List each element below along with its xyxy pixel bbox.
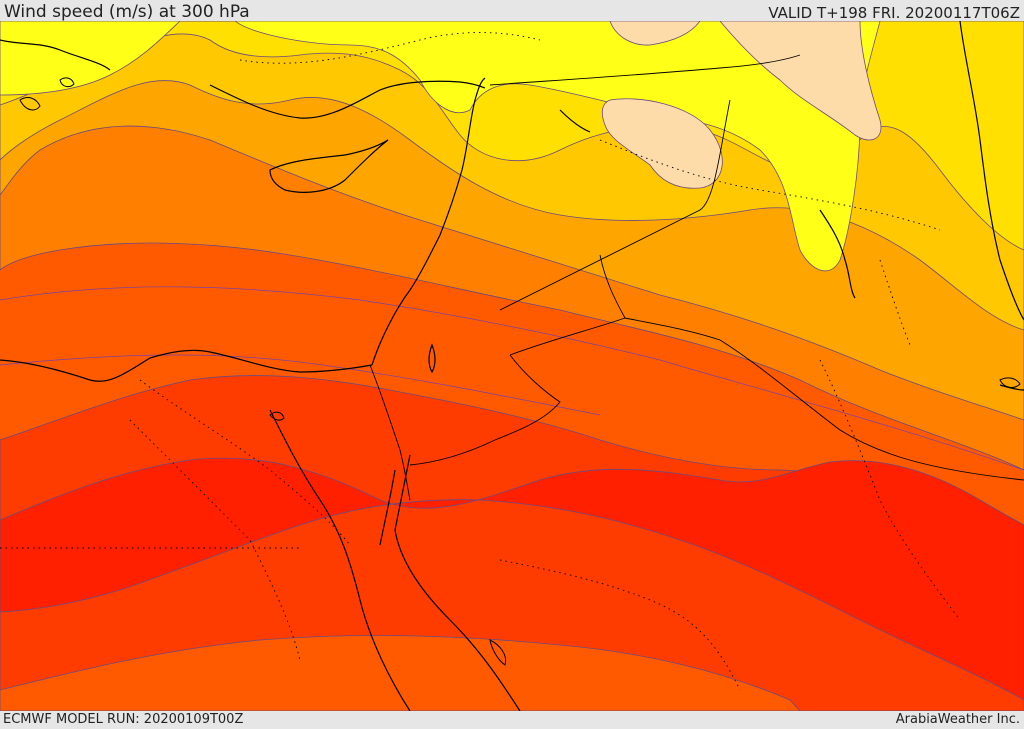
coastlines	[0, 21, 1024, 711]
band-8-patch-north	[609, 21, 701, 46]
band-32-south	[0, 635, 801, 711]
model-run-label: ECMWF MODEL RUN: 20200109T00Z	[3, 712, 244, 727]
bottom-bar: ECMWF MODEL RUN: 20200109T00Z ArabiaWeat…	[0, 711, 1024, 729]
internal-boundaries	[0, 32, 961, 691]
band-8-patch-central	[601, 98, 723, 189]
islands	[19, 77, 1021, 666]
top-bar: Wind speed (m/s) at 300 hPa VALID T+198 …	[0, 0, 1024, 22]
borders	[369, 54, 1024, 501]
band-40	[0, 457, 1024, 701]
map-title: Wind speed (m/s) at 300 hPa	[4, 2, 250, 22]
valid-time: VALID T+198 FRI. 20200117T06Z	[768, 4, 1020, 22]
isotach-lines	[0, 286, 1024, 471]
map-canvas	[0, 21, 1024, 711]
wind-speed-map[interactable]	[0, 21, 1024, 711]
credit-label: ArabiaWeather Inc.	[895, 712, 1020, 727]
band-8-patch-east	[719, 21, 882, 141]
